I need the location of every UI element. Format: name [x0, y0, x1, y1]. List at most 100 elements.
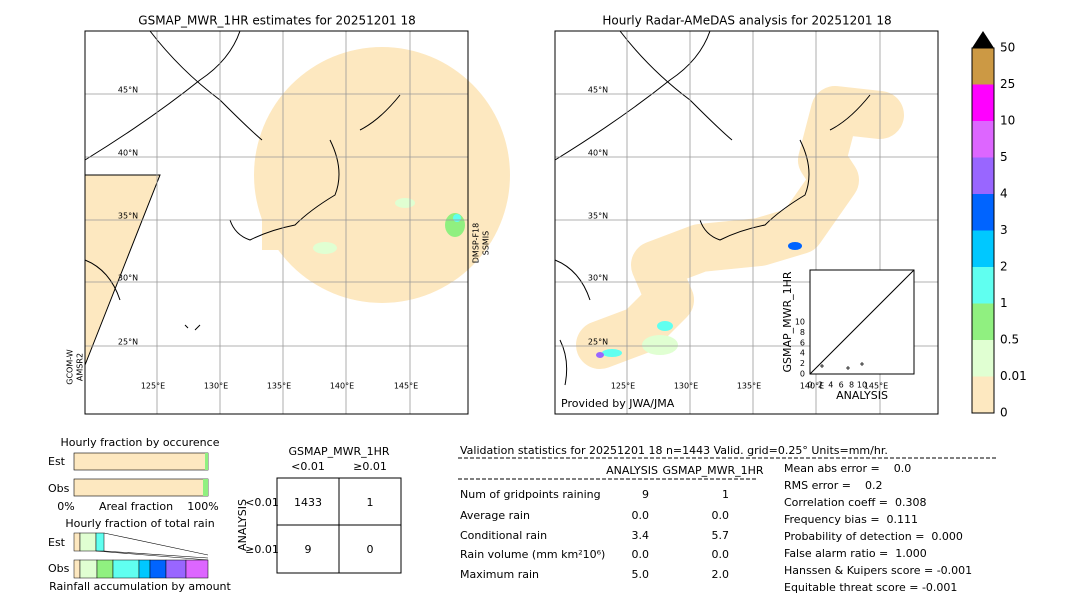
axis-label: 100% [187, 500, 218, 513]
panel-title: Hourly fraction by occurence [61, 436, 220, 449]
cell: 0 [367, 543, 374, 556]
lon-label: 125°E [611, 382, 635, 391]
stat-value: 5.0 [632, 568, 650, 581]
score: Mean abs error = 0.0 [784, 462, 911, 475]
stat-label: Maximum rain [460, 568, 539, 581]
lat-label: 30°N [588, 274, 608, 283]
score: False alarm ratio = 1.000 [784, 547, 927, 560]
cell: 1433 [294, 496, 322, 509]
stat-value: 0.0 [632, 509, 650, 522]
stat-value: 0.0 [632, 548, 650, 561]
side-label: ANALYSIS [236, 499, 249, 551]
lat-label: 40°N [118, 149, 138, 158]
lat-label: 45°N [588, 86, 608, 95]
col-header: GSMAP_MWR_1HR [662, 464, 763, 477]
map-title: Hourly Radar-AMeDAS analysis for 2025120… [602, 14, 891, 28]
lat-label: 40°N [588, 149, 608, 158]
map-title: GSMAP_MWR_1HR estimates for 20251201 18 [138, 14, 415, 28]
colorbar-segment [972, 157, 994, 194]
colorbar-label: 10 [1000, 114, 1015, 128]
colorbar-segment [972, 194, 994, 231]
colorbar-label: 2 [1000, 260, 1008, 274]
sensor-label: DMSP-F18 [472, 223, 481, 263]
col-label: ≥0.01 [353, 460, 387, 473]
panel-title: Hourly fraction of total rain [65, 517, 214, 530]
colorbar-segment [972, 121, 994, 158]
score: Correlation coeff = 0.308 [784, 496, 926, 509]
col-header: ANALYSIS [606, 464, 658, 477]
lat-label: 30°N [118, 274, 138, 283]
x-tick-label: 8 [849, 381, 854, 390]
score: Probability of detection = 0.000 [784, 530, 963, 543]
stat-value: 2.0 [712, 568, 730, 581]
colorbar-segment [972, 48, 994, 85]
score: Hanssen & Kuipers score = -0.001 [784, 564, 972, 577]
score: Frequency bias = 0.111 [784, 513, 918, 526]
lon-label: 135°E [737, 382, 761, 391]
row-label: <0.01 [245, 496, 279, 509]
score: Equitable threat score = -0.001 [784, 581, 957, 594]
lon-label: 145°E [864, 382, 888, 391]
x-tick-label: 6 [839, 381, 844, 390]
lat-label: 25°N [118, 338, 138, 347]
left-map [84, 30, 510, 415]
fraction-bars [73, 452, 209, 579]
colorbar-segment [972, 230, 994, 267]
lon-label: 125°E [141, 382, 165, 391]
colorbar-segment [972, 303, 994, 340]
lat-label: 25°N [588, 338, 608, 347]
stats-header: Validation statistics for 20251201 18 n=… [460, 444, 888, 457]
row-label: Obs [48, 482, 70, 495]
colorbar-label: 4 [1000, 187, 1008, 201]
lon-label: 130°E [204, 382, 228, 391]
y-tick-label: 4 [800, 349, 805, 358]
y-axis-label: GSMAP_MWR_1HR [781, 271, 794, 372]
x-axis-label: ANALYSIS [836, 389, 888, 402]
table-title: GSMAP_MWR_1HR [288, 445, 389, 458]
row-label: ≥0.01 [245, 543, 279, 556]
colorbar-label: 0.5 [1000, 333, 1019, 347]
y-tick-label: 0 [800, 370, 805, 379]
lon-label: 130°E [674, 382, 698, 391]
cell: 1 [367, 496, 374, 509]
lat-label: 35°N [588, 212, 608, 221]
axis-label: Areal fraction [99, 500, 173, 513]
stat-label: Average rain [460, 509, 530, 522]
stat-value: 3.4 [632, 529, 650, 542]
lat-label: 45°N [118, 86, 138, 95]
sensor-label: AMSR2 [76, 353, 85, 381]
stat-label: Num of gridpoints raining [460, 488, 601, 501]
axis-label: 0% [57, 500, 74, 513]
y-tick-label: 10 [795, 318, 805, 327]
credit: Provided by JWA/JMA [561, 397, 675, 410]
score: RMS error = 0.2 [784, 479, 882, 492]
stat-value: 5.7 [712, 529, 730, 542]
colorbar-frame [971, 47, 995, 414]
panel-footer: Rainfall accumulation by amount [49, 580, 231, 593]
x-tick-label: 0 [807, 381, 812, 390]
row-label: Est [48, 536, 66, 549]
colorbar-segment [972, 376, 994, 413]
lon-label: 135°E [267, 382, 291, 391]
lon-label: 140°E [800, 382, 824, 391]
lon-label: 140°E [330, 382, 354, 391]
colorbar-label: 5 [1000, 150, 1008, 164]
colorbar [971, 31, 995, 414]
stat-label: Rain volume (mm km²10⁶) [460, 548, 605, 561]
cell: 9 [305, 543, 312, 556]
colorbar-label: 3 [1000, 223, 1008, 237]
y-tick-label: 2 [800, 359, 805, 368]
colorbar-segment [972, 340, 994, 377]
row-label: Obs [48, 562, 70, 575]
stat-label: Conditional rain [460, 529, 547, 542]
right-map [554, 30, 939, 415]
sensor-label: GCOM-W [66, 349, 75, 385]
colorbar-label: 0 [1000, 406, 1008, 420]
x-tick-label: 10 [857, 381, 867, 390]
stat-value: 0.0 [712, 548, 730, 561]
sensor-label: SSMIS [482, 231, 491, 256]
stat-value: 9 [642, 488, 649, 501]
lat-label: 35°N [118, 212, 138, 221]
x-tick-label: 4 [828, 381, 833, 390]
